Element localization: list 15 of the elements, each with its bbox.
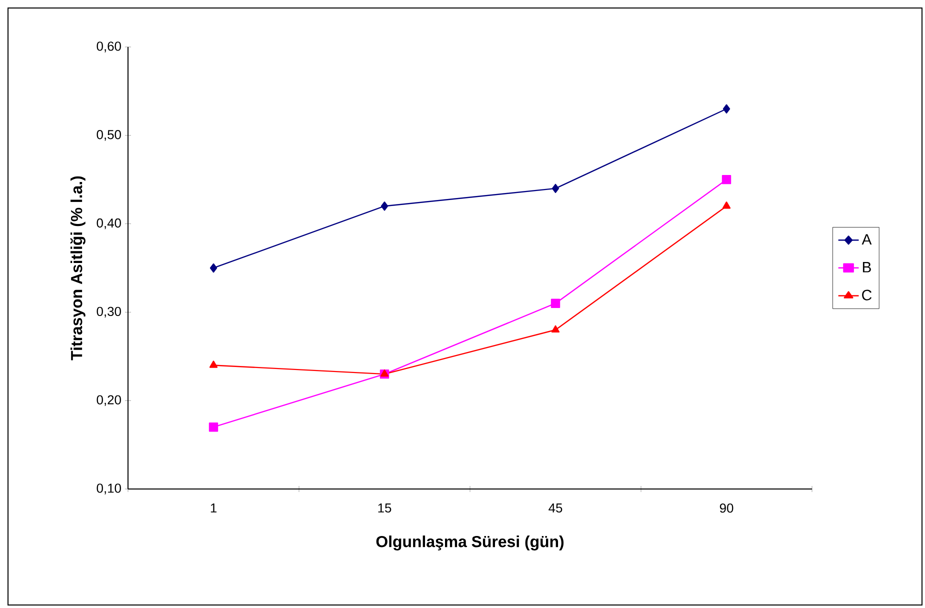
y-axis-title: Titrasyon Asitliği (% l.a.) [70, 176, 86, 360]
y-tick-label: 0,30 [96, 306, 121, 318]
legend-label: A [862, 234, 872, 245]
y-tick-label: 0,10 [96, 484, 121, 494]
x-tick-label: 45 [548, 504, 562, 513]
legend-label: B [862, 262, 871, 272]
x-tick-label: 1 [210, 504, 216, 512]
y-tick-label: 0,60 [96, 42, 121, 52]
y-tick-label: 0,20 [96, 395, 121, 406]
x-axis-title: Olgunlaşma Süresi (gün) [376, 536, 564, 550]
legend-label: C [862, 290, 872, 300]
y-tick-label: 0,40 [96, 218, 121, 230]
y-tick-label: 0,50 [96, 130, 121, 141]
x-tick-label: 90 [720, 504, 734, 513]
x-tick-label: 15 [378, 504, 392, 513]
